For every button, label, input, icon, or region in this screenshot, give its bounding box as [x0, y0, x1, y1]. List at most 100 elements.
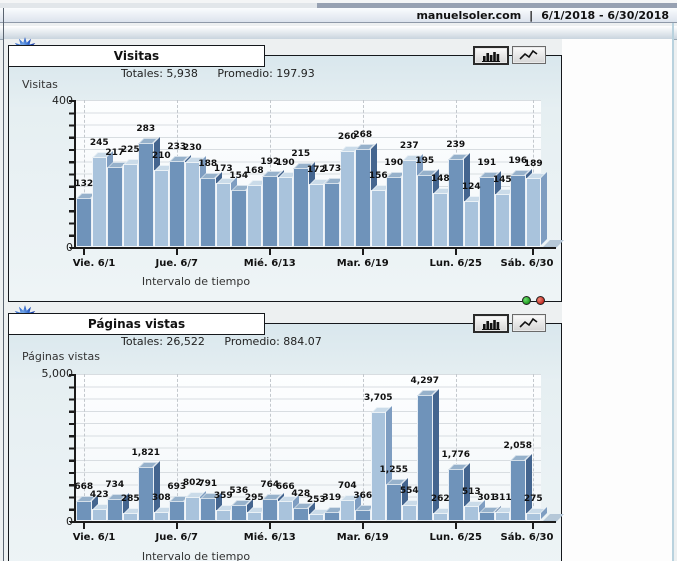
bar[interactable] [494, 506, 516, 521]
line-chart-icon [519, 49, 538, 60]
y-axis-line [74, 374, 76, 523]
bar[interactable] [231, 499, 253, 521]
window-left-border [3, 8, 4, 561]
bar[interactable] [262, 493, 284, 521]
x-axis-tick [532, 249, 535, 255]
bar[interactable] [463, 195, 485, 247]
bar[interactable] [339, 494, 361, 521]
bar-chart-button[interactable] [473, 46, 509, 65]
bar[interactable] [494, 188, 516, 247]
totals-text: Totales: 26,522 [121, 335, 205, 348]
bar[interactable] [401, 154, 423, 247]
bar[interactable] [479, 506, 501, 521]
bar[interactable] [200, 492, 222, 521]
bar[interactable] [324, 506, 346, 521]
bar[interactable] [432, 507, 454, 521]
bar[interactable] [231, 184, 253, 247]
x-axis-tick [361, 523, 364, 529]
week-gridline [83, 100, 85, 247]
bar[interactable] [138, 137, 160, 247]
bar[interactable] [169, 495, 191, 521]
chart-stats: Totales: 26,522 Promedio: 884.07 [121, 335, 338, 348]
bar[interactable] [386, 478, 408, 521]
y-axis-ticks [69, 100, 74, 248]
bar[interactable] [200, 172, 222, 247]
date-range: 6/1/2018 - 6/30/2018 [541, 8, 669, 22]
line-chart-button[interactable] [512, 46, 546, 64]
toolbar-strip [0, 26, 677, 40]
bar-chart-button[interactable] [473, 314, 509, 333]
average-text: Promedio: 197.93 [217, 67, 315, 80]
plot-area [76, 100, 547, 247]
bar[interactable] [107, 493, 129, 521]
bar[interactable] [370, 184, 392, 247]
bar[interactable] [169, 155, 191, 247]
bar[interactable] [308, 508, 330, 521]
plot-area [76, 374, 547, 521]
bar[interactable] [184, 491, 206, 521]
bar[interactable] [525, 172, 547, 247]
bar[interactable] [153, 506, 175, 521]
bar[interactable] [107, 161, 129, 247]
week-gridline [455, 374, 457, 521]
window-top-edge [0, 0, 677, 3]
bar[interactable] [308, 178, 330, 247]
x-tick-label: Jue. 6/7 [155, 258, 198, 269]
bar[interactable] [293, 162, 315, 247]
bar[interactable] [339, 145, 361, 247]
bar[interactable] [153, 164, 175, 247]
bar[interactable] [76, 495, 98, 521]
x-tick-label: Vie. 6/1 [72, 532, 116, 543]
red-dot-icon[interactable] [536, 296, 545, 305]
chart-type-buttons [473, 46, 546, 65]
bar[interactable] [122, 158, 144, 247]
bar[interactable] [432, 187, 454, 247]
bar[interactable] [277, 171, 299, 247]
bar[interactable] [510, 169, 532, 247]
bar[interactable] [448, 463, 470, 521]
bar[interactable] [479, 171, 501, 247]
bar[interactable] [76, 192, 98, 247]
average-text: Promedio: 884.07 [224, 335, 322, 348]
x-tick-label: Mar. 6/19 [336, 258, 389, 269]
x-tick-label: Sáb. 6/30 [500, 532, 554, 543]
bar[interactable] [246, 506, 268, 521]
bar[interactable] [463, 500, 485, 521]
bar[interactable] [355, 143, 377, 247]
y-max-label: 5,000 [41, 367, 74, 380]
bar[interactable] [525, 507, 547, 521]
bar[interactable] [401, 499, 423, 521]
week-gridline [362, 374, 364, 521]
bar[interactable] [215, 504, 237, 521]
bar[interactable] [386, 171, 408, 247]
line-chart-button[interactable] [512, 314, 546, 332]
bar[interactable] [324, 177, 346, 247]
window-titlebar-left [0, 3, 317, 8]
bar[interactable] [293, 502, 315, 521]
bar[interactable] [370, 406, 392, 521]
x-tick-label: Mié. 6/13 [243, 532, 296, 543]
bar[interactable] [122, 507, 144, 521]
bar[interactable] [215, 177, 237, 247]
bar[interactable] [138, 461, 160, 521]
bar[interactable] [262, 170, 284, 247]
bar[interactable] [417, 389, 439, 521]
header-separator: | [529, 8, 534, 22]
line-chart-icon [519, 317, 538, 328]
bar[interactable] [246, 179, 268, 247]
bar[interactable] [417, 169, 439, 247]
bar[interactable] [91, 151, 113, 247]
bar[interactable] [277, 495, 299, 521]
week-gridline [269, 374, 271, 521]
x-axis-title: Intervalo de tiempo [141, 550, 251, 561]
green-dot-icon[interactable] [522, 296, 531, 305]
bar[interactable] [510, 454, 532, 521]
right-whitespace [562, 39, 672, 561]
x-axis-tick [268, 523, 271, 529]
bar[interactable] [184, 156, 206, 247]
x-axis-tick [82, 523, 85, 529]
bar[interactable] [355, 504, 377, 521]
bar[interactable] [91, 503, 113, 521]
bar[interactable] [448, 153, 470, 247]
totals-text: Totales: 5,938 [121, 67, 198, 80]
